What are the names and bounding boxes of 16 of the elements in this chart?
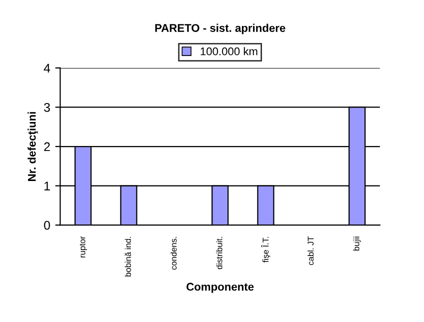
chart-title: PARETO - sist. aprindere xyxy=(155,24,286,34)
x-tick-label: cabl. JT xyxy=(308,236,314,266)
x-tick-label: fişe Î.T. xyxy=(261,236,270,262)
x-tick-label: bujii xyxy=(353,236,361,250)
y-tick-label: 1 xyxy=(44,182,50,190)
y-tick-label: 0 xyxy=(44,220,50,230)
y-tick-label: 4 xyxy=(44,64,50,72)
legend-label: 100.000 km xyxy=(200,47,258,56)
y-tick-label: 3 xyxy=(44,103,50,112)
y-axis-title: Nr. defecţiuni xyxy=(28,112,38,181)
y-tick-label: 2 xyxy=(44,142,50,152)
x-axis-title: Componente xyxy=(186,282,254,293)
x-tick-label: condens. xyxy=(170,236,177,270)
x-tick-label: bobină ind. xyxy=(124,236,131,276)
x-tick-label: distribuit. xyxy=(216,236,222,270)
x-tick-label: ruptor xyxy=(80,236,87,258)
